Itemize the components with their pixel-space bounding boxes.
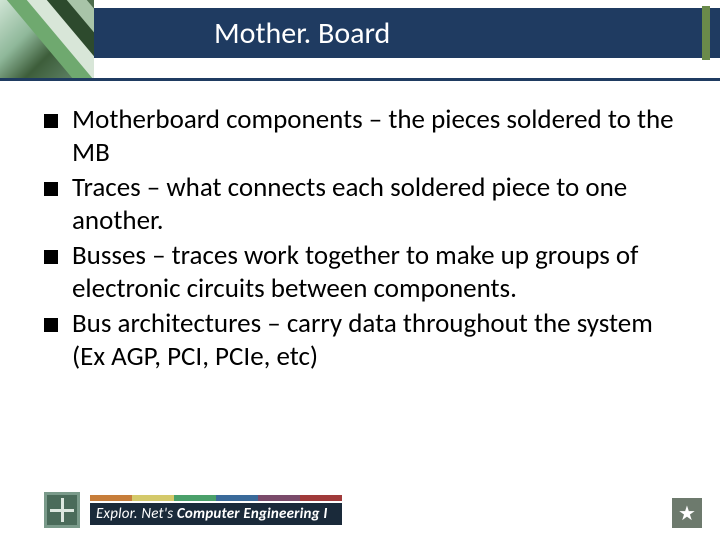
- title-accent-bar: [702, 6, 710, 60]
- star-badge-icon: ★: [672, 498, 702, 528]
- list-item: Busses – traces work together to make up…: [44, 240, 684, 306]
- footer-brand-block: Explor. Net's Computer Engineering I: [90, 495, 342, 525]
- strip-segment: [216, 495, 258, 501]
- list-item: Bus architectures – carry data throughou…: [44, 308, 684, 374]
- strip-segment: [90, 495, 132, 501]
- strip-segment: [300, 495, 342, 501]
- strip-segment: [132, 495, 174, 501]
- bullet-text: Motherboard components – the pieces sold…: [72, 104, 684, 170]
- bullet-text: Busses – traces work together to make up…: [72, 240, 684, 306]
- brand-prefix: Explor. Net's: [96, 505, 177, 523]
- header-photo-cables: [0, 0, 94, 78]
- bullet-square-icon: [44, 182, 58, 196]
- brand-text: Explor. Net's Computer Engineering I: [90, 503, 342, 525]
- slide-title: Mother. Board: [214, 15, 390, 52]
- strip-segment: [174, 495, 216, 501]
- list-item: Motherboard components – the pieces sold…: [44, 104, 684, 170]
- bullet-text: Bus architectures – carry data throughou…: [72, 308, 684, 374]
- bullet-list: Motherboard components – the pieces sold…: [44, 104, 684, 376]
- footer-region: Explor. Net's Computer Engineering I: [44, 490, 684, 530]
- bullet-text: Traces – what connects each soldered pie…: [72, 172, 684, 238]
- title-underline: [0, 78, 720, 81]
- bullet-square-icon: [44, 318, 58, 332]
- star-glyph: ★: [678, 501, 696, 526]
- list-item: Traces – what connects each soldered pie…: [44, 172, 684, 238]
- header-region: Mother. Board: [0, 0, 720, 78]
- bullet-square-icon: [44, 250, 58, 264]
- title-bar: Mother. Board: [94, 8, 720, 58]
- color-strip: [90, 495, 342, 501]
- strip-segment: [258, 495, 300, 501]
- brand-main: Computer Engineering I: [177, 505, 328, 523]
- brand-logo-icon: [44, 492, 80, 528]
- bullet-square-icon: [44, 114, 58, 128]
